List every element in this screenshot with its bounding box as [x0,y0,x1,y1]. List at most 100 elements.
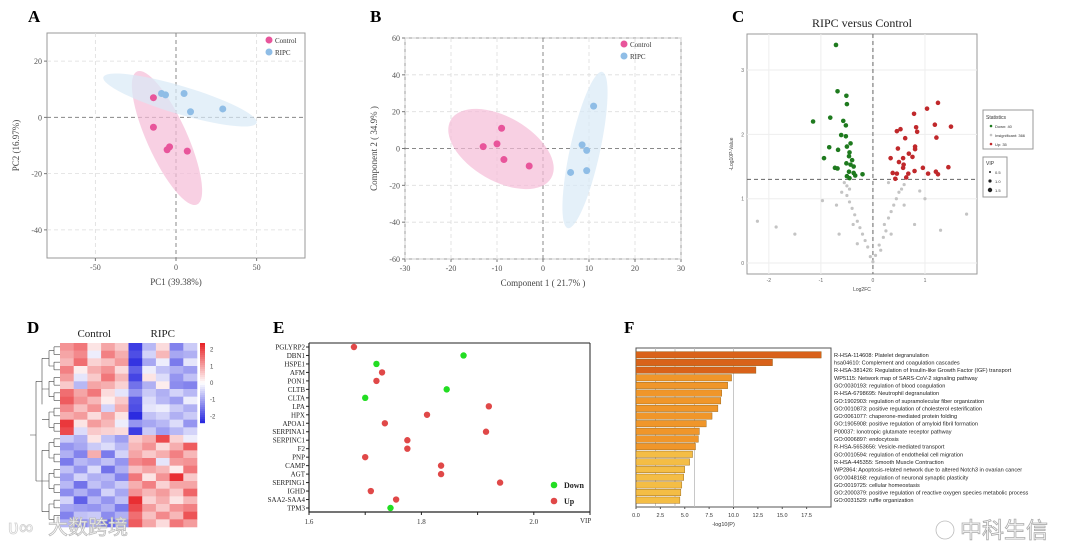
heatmap-cell [155,442,170,451]
enrichment-bar [635,382,728,389]
heatmap-cell [142,404,157,413]
legend-label: Up: 35 [995,142,1008,147]
vip-point-up [373,377,380,385]
data-point-down [844,101,850,107]
colorbar-segment [200,343,205,346]
heatmap-cell [142,427,157,436]
colorbar-tick-label: 1 [210,364,214,370]
x-tick-label: 0 [541,264,545,273]
data-point-insignificant [840,190,844,194]
data-point-down [843,134,849,139]
y-tick-label: 60 [392,34,400,43]
colorbar-segment [200,389,205,392]
heatmap-cell [155,450,170,459]
dendrogram-branch [49,515,55,524]
data-point-down [852,173,858,178]
term-label: GO:0019725: cellular homeostasis [834,483,920,489]
heatmap-cell [60,350,74,359]
vip-point-up [392,496,400,503]
y-tick-label: 1 [741,197,744,203]
colorbar-segment [200,399,205,402]
heatmap-cell [155,381,170,390]
dendrogram-branch [42,504,50,520]
term-label: GO:0006897: endocytosis [834,437,899,443]
heatmap-cell [114,396,129,405]
heatmap-cell [169,358,184,367]
colorbar: 2 1 0 -1 -2 [200,343,216,424]
heatmap-cell [114,435,129,443]
legend-marker [989,124,993,128]
term-label: P00037: Ionotropic glutamate receptor pa… [834,429,952,435]
data-point-down [843,123,849,128]
y-tick-label: -60 [389,255,400,264]
data-point-down [840,118,846,124]
vip-point-down [387,504,394,512]
data-point-up [934,135,939,140]
data-point-ripc [219,105,227,113]
data-point-insignificant [837,232,841,236]
heatmap-cell [155,496,170,505]
heatmap-cell [128,427,143,436]
heatmap-cell [101,504,116,512]
heatmap-cell [142,373,157,382]
dendrogram-branch [49,454,55,462]
heatmap-cell [169,473,184,482]
data-point-insignificant [774,225,778,229]
x-tick-label: 20 [631,264,639,273]
heatmap-cell [128,465,143,474]
enrichment-bar [635,496,681,504]
heatmap-cell [114,358,129,367]
colorbar-segment [200,363,205,366]
colorbar-segment [200,353,205,356]
heatmap-cell [142,465,157,474]
heatmap-cell [128,504,143,512]
heatmap-cell [128,511,143,520]
heatmap-cell [60,504,74,512]
gene-label: SERPINC1 [273,437,306,445]
data-point-control [166,143,174,151]
legend-marker [989,142,993,146]
vip-point-up [496,479,504,486]
heatmap-cell [128,481,143,489]
legend-frame [982,109,1034,150]
vip-point-up [482,428,490,435]
term-label: R-HSA-5653656: Vesicle-mediated transpor… [834,445,945,451]
heatmap-cell [101,404,116,413]
term-label: GO:0010873: positive regulation of chole… [834,406,982,412]
data-point-up [912,168,917,174]
x-tick-label: 10.0 [728,513,739,519]
dendrogram-branch [49,346,55,355]
heatmap-cell [128,458,143,466]
x-tick-label: 7.5 [705,513,713,519]
heatmap-cell [128,442,143,451]
data-point-insignificant [858,226,862,230]
heatmap-cell [60,419,74,428]
heatmap-cell [114,511,129,520]
colorbar-segment [200,377,205,380]
y-tick-label: 0 [396,145,400,154]
heatmap-cell [114,343,129,351]
heatmap-cell [169,366,184,374]
legend-marker [550,497,558,505]
heatmap-cell [183,458,198,466]
heatmap-cell [60,412,74,420]
heatmap-cell [73,404,88,413]
heatmap-cell [169,404,184,413]
term-label: GO:0031529: ruffle organization [834,498,914,504]
enrichment-bar [635,481,683,489]
heatmap-cell [73,481,88,489]
heatmap-cell [73,412,88,420]
colorbar-segment [200,395,205,398]
y-tick-label: 0 [741,261,744,267]
heatmap-cell [142,381,157,390]
data-point-down [844,93,849,99]
enrichment-bar [635,351,822,359]
heatmap-cell [142,442,157,451]
data-point-up [910,154,915,160]
term-label: R-HSA-381426: Regulation of Insulin-like… [834,368,1012,374]
x-tick-label: 2.0 [529,518,538,526]
legend-label: Down: 40 [995,124,1013,129]
data-point-up [935,171,941,177]
colorbar-tick-label: 2 [210,348,214,354]
